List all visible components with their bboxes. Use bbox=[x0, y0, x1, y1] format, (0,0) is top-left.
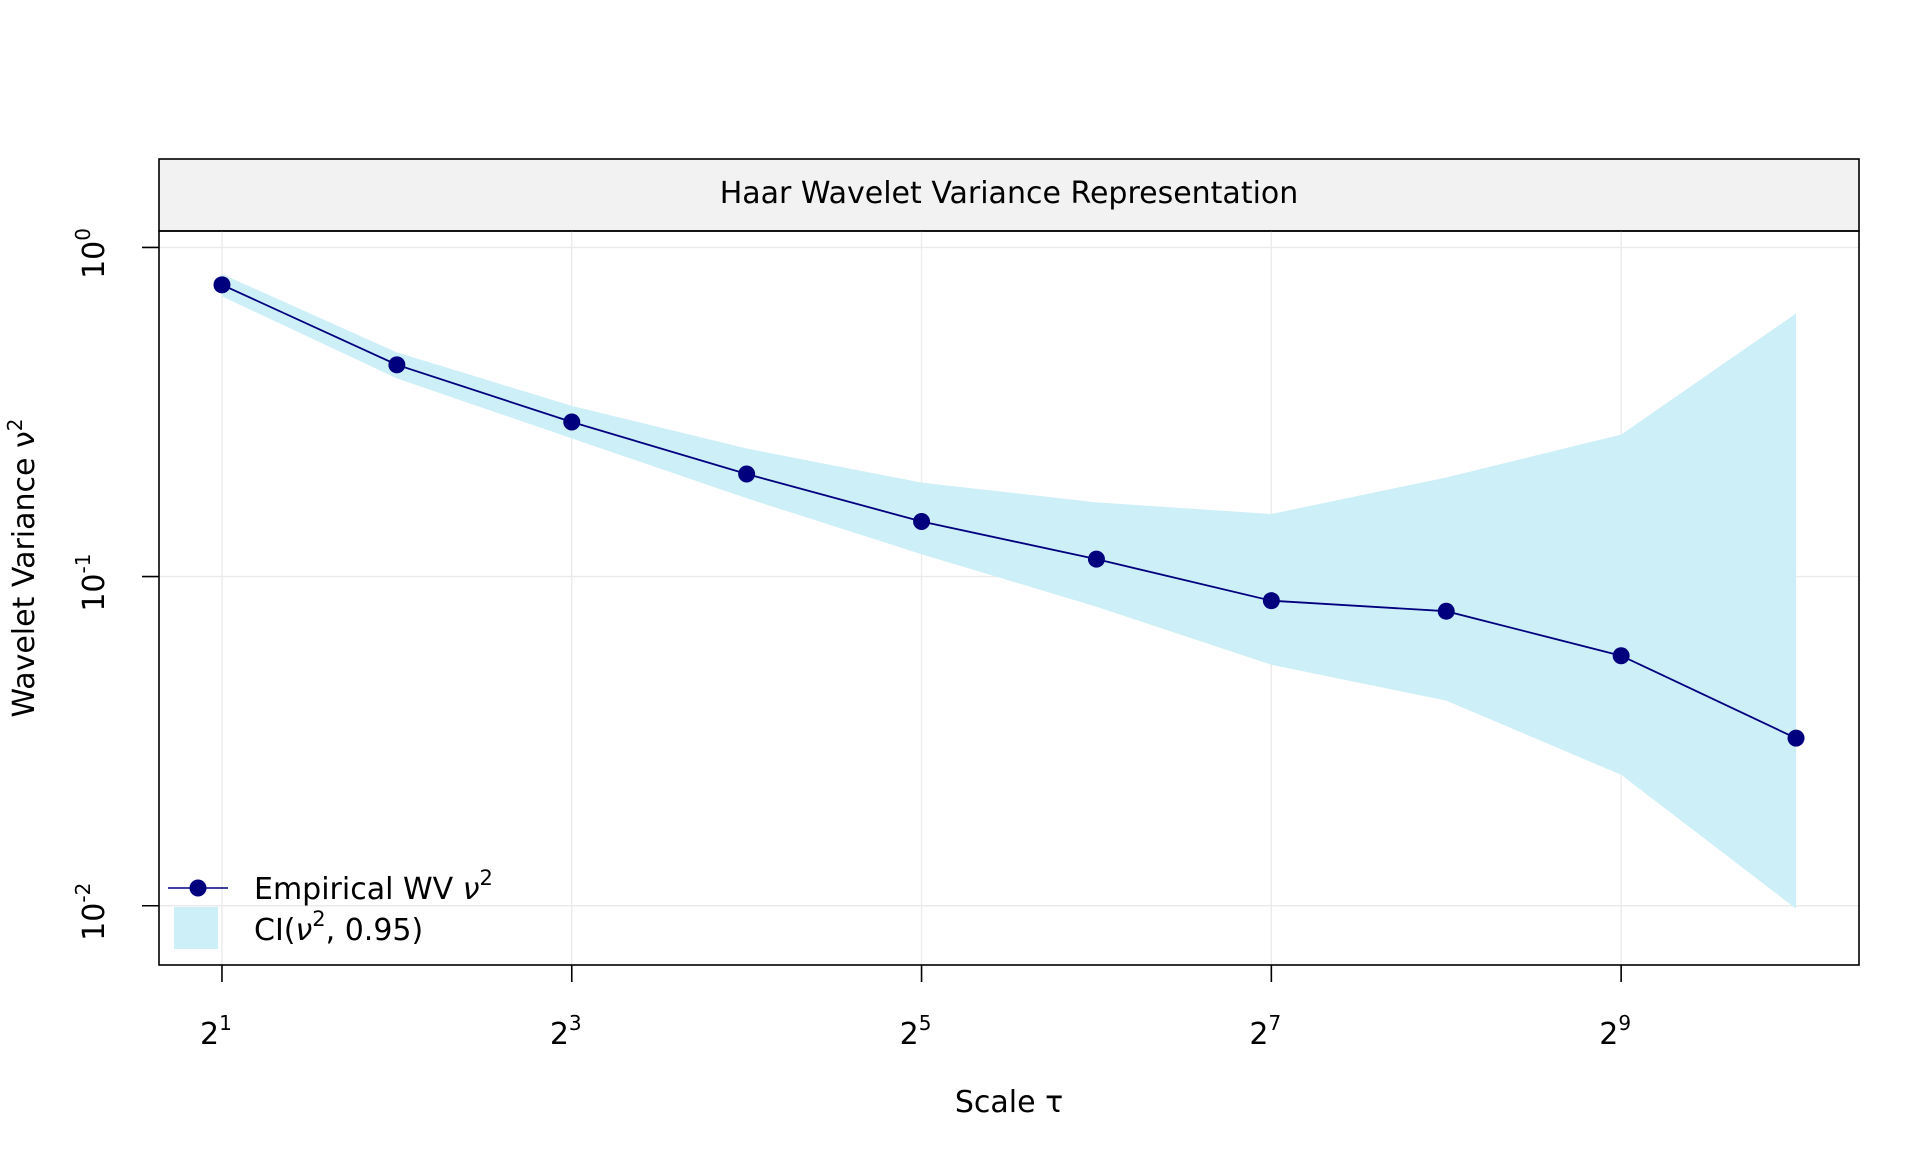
data-point-0 bbox=[213, 276, 231, 294]
x-axis: 21 23 25 27 29 bbox=[200, 965, 1631, 1052]
legend-symbol-ci: ν bbox=[296, 913, 313, 948]
x-tick-label-2: 25 bbox=[900, 1011, 932, 1052]
x-tick-label-1: 23 bbox=[550, 1011, 582, 1052]
legend-point-swatch bbox=[189, 879, 207, 897]
data-point-6 bbox=[1262, 592, 1280, 610]
data-point-4 bbox=[913, 513, 931, 531]
y-axis-label: Wavelet Variance ν2 bbox=[3, 418, 42, 717]
y-axis: 100 10-1 10-2 bbox=[71, 228, 159, 941]
data-point-2 bbox=[563, 413, 581, 431]
y-tick-label-2: 10-2 bbox=[71, 883, 112, 941]
y-tick-label-0: 100 bbox=[71, 228, 112, 279]
data-point-1 bbox=[388, 356, 406, 374]
x-tick-label-3: 27 bbox=[1249, 1011, 1281, 1052]
legend-exponent-ci: 2 bbox=[312, 907, 325, 931]
legend-item-ci: CI(ν2, 0.95) bbox=[254, 907, 423, 948]
legend-ci-suffix: , 0.95) bbox=[326, 913, 424, 948]
chart-title: Haar Wavelet Variance Representation bbox=[720, 176, 1299, 211]
plot-frame bbox=[158, 230, 1860, 966]
legend: Empirical WV ν2 CI(ν2, 0.95) bbox=[168, 866, 493, 949]
x-axis-symbol: τ bbox=[1045, 1085, 1063, 1120]
data-point-3 bbox=[738, 465, 756, 483]
x-tick-label-0: 21 bbox=[200, 1011, 232, 1052]
legend-label-empirical: Empirical WV bbox=[254, 872, 454, 907]
legend-symbol-empirical: ν bbox=[463, 872, 480, 907]
y-tick-label-1: 10-1 bbox=[71, 554, 112, 612]
data-point-5 bbox=[1087, 550, 1105, 568]
series-points bbox=[213, 276, 1805, 747]
legend-band-swatch bbox=[174, 907, 218, 949]
data-point-7 bbox=[1437, 602, 1455, 620]
ci-band bbox=[222, 274, 1796, 909]
data-point-9 bbox=[1787, 729, 1805, 747]
x-tick-label-4: 29 bbox=[1599, 1011, 1631, 1052]
legend-ci-prefix: CI( bbox=[254, 913, 296, 948]
y-axis-symbol: ν bbox=[7, 431, 42, 448]
legend-item-empirical: Empirical WV ν2 bbox=[254, 866, 493, 907]
legend-exponent-empirical: 2 bbox=[479, 866, 492, 890]
series-line bbox=[221, 283, 1797, 740]
data-point-8 bbox=[1612, 647, 1630, 665]
x-axis-label-text: Scale bbox=[955, 1085, 1036, 1120]
y-axis-label-text: Wavelet Variance bbox=[7, 458, 42, 718]
title-strip bbox=[158, 158, 1860, 232]
x-axis-label: Scale τ bbox=[955, 1085, 1063, 1120]
y-axis-symbol-exponent: 2 bbox=[3, 418, 27, 431]
